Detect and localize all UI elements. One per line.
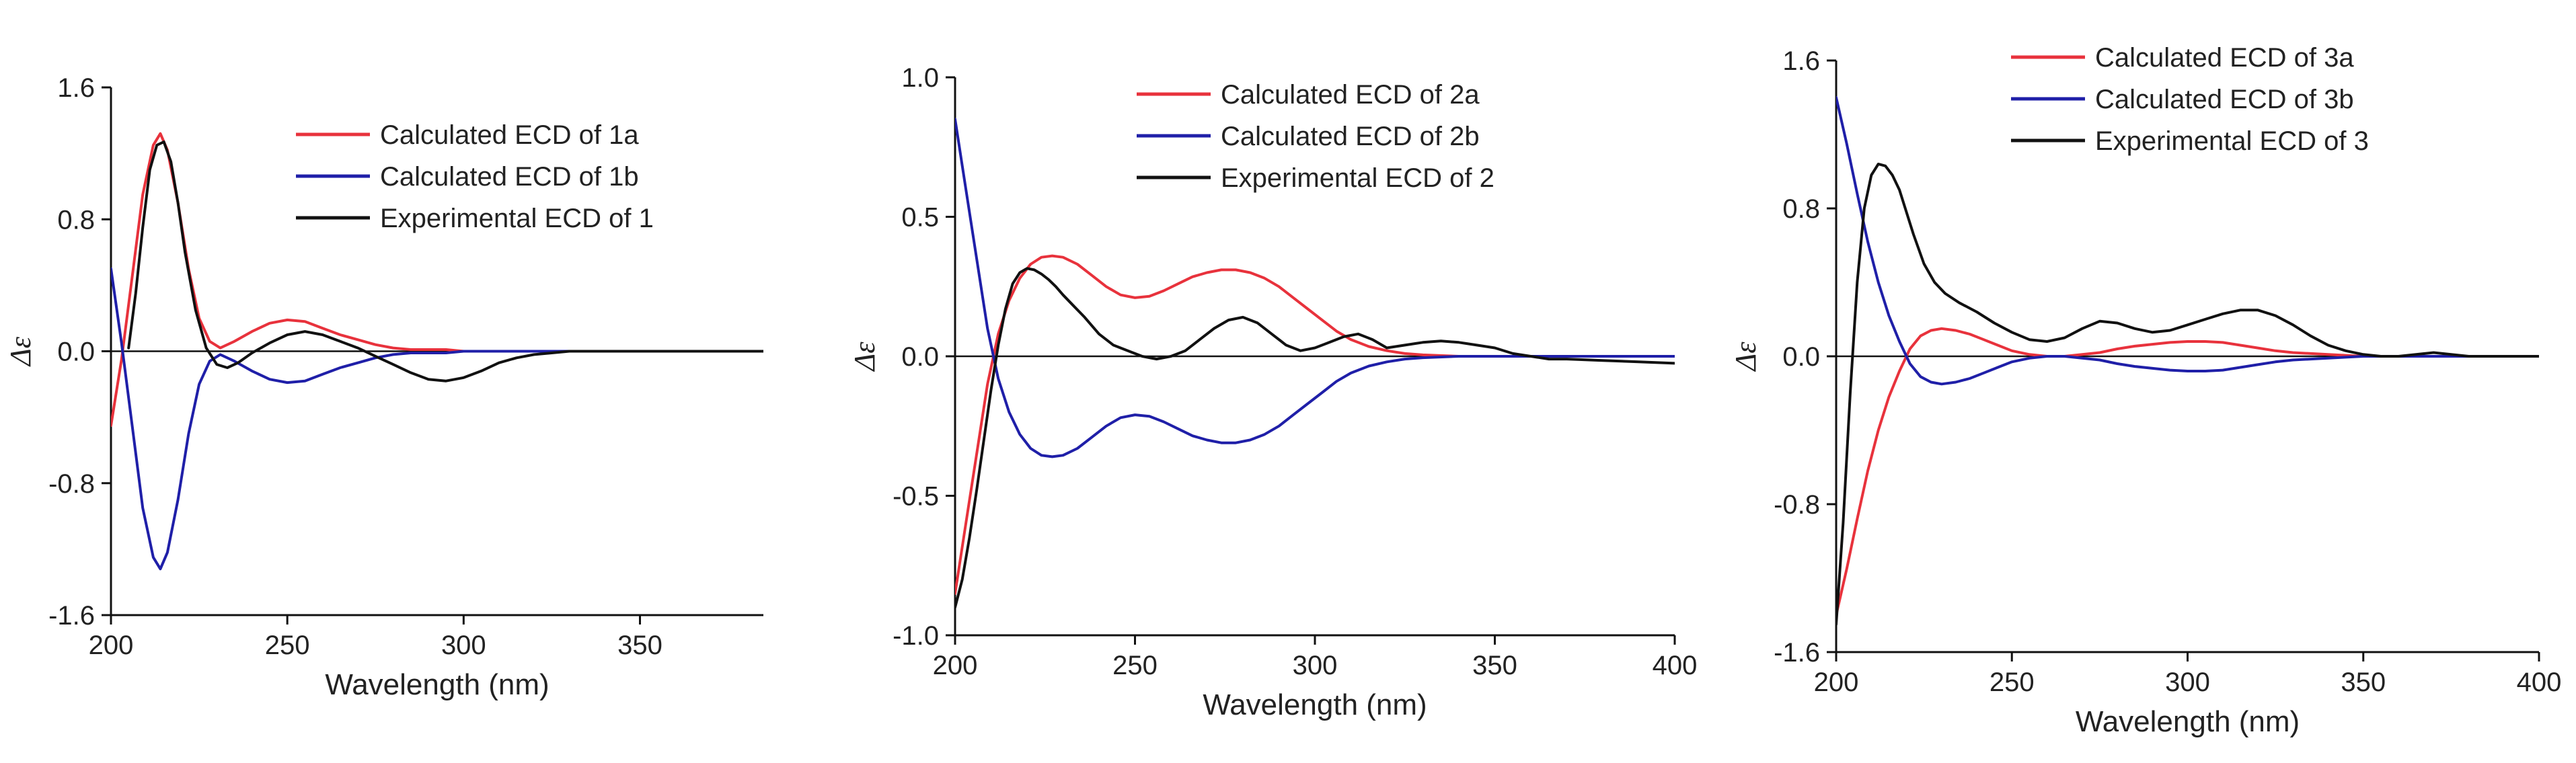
series-line-3 [1836, 163, 2539, 626]
legend-label: Calculated ECD of 3a [2095, 43, 2354, 73]
legend-label: Experimental ECD of 3 [2095, 126, 2369, 156]
y-tick-label: 0.0 [1782, 342, 1820, 372]
y-tick-label: 1.0 [901, 63, 939, 93]
x-tick-label: 250 [1112, 651, 1158, 680]
x-tick-label: 350 [617, 631, 662, 660]
y-tick-label: 0.8 [57, 205, 95, 235]
series-line-2 [1836, 96, 2539, 386]
x-tick-label: 200 [933, 651, 978, 680]
x-tick-label: 400 [1653, 651, 1698, 680]
chart-panel-3: 200 250 300 350 400 -1.6 -0.8 0.0 0.8 1.6 Waveleng… [1729, 43, 2561, 738]
y-tick-label: 1.6 [57, 73, 95, 103]
x-axis-label: Wavelength (nm) [1203, 688, 1427, 721]
series-line-1 [1836, 327, 2539, 616]
y-tick-label: -0.8 [1774, 490, 1820, 520]
chart-panel-2: 200 250 300 350 400 -1.0 -0.5 0.0 0.5 1.0 Waveleng… [848, 63, 1697, 721]
x-axis-label: Wavelength (nm) [325, 668, 549, 701]
series-line-3 [127, 140, 763, 383]
x-tick-label: 250 [265, 631, 310, 660]
series-line-1 [955, 254, 1675, 595]
x-tick-label: 250 [1990, 668, 2035, 697]
x-tick-label: 350 [1472, 651, 1517, 680]
y-tick-label: 1.6 [1782, 46, 1820, 76]
y-axis-label: Δε [4, 336, 37, 367]
y-tick-label: -0.5 [893, 482, 939, 512]
legend-label: Experimental ECD of 1 [380, 204, 654, 233]
x-tick-label: 350 [2341, 668, 2386, 697]
y-axis-label: Δε [1729, 342, 1762, 372]
y-tick-label: -0.8 [48, 469, 95, 499]
y-tick-label: -1.6 [48, 601, 95, 631]
x-tick-label: 400 [2517, 668, 2562, 697]
y-tick-label: 0.5 [901, 203, 939, 233]
y-axis-label: Δε [848, 342, 881, 372]
x-tick-label: 300 [441, 631, 486, 660]
x-tick-label: 200 [89, 631, 134, 660]
x-tick-label: 300 [2165, 668, 2210, 697]
legend-label: Calculated ECD of 2a [1221, 80, 1480, 110]
y-tick-label: 0.0 [57, 337, 95, 367]
x-tick-label: 200 [1814, 668, 1859, 697]
legend-label: Calculated ECD of 3b [2095, 85, 2354, 114]
legend-label: Experimental ECD of 2 [1221, 163, 1494, 193]
x-axis-label: Wavelength (nm) [2076, 705, 2300, 738]
legend-label: Calculated ECD of 2b [1221, 122, 1480, 151]
y-tick-label: 0.8 [1782, 194, 1820, 224]
legend-label: Calculated ECD of 1a [380, 120, 639, 150]
y-tick-label: 0.0 [901, 342, 939, 372]
series-line-2 [111, 267, 763, 571]
series-line-3 [955, 267, 1675, 609]
x-tick-label: 300 [1293, 651, 1338, 680]
legend-label: Calculated ECD of 1b [380, 162, 639, 192]
y-tick-label: -1.6 [1774, 638, 1820, 668]
series-line-2 [955, 118, 1675, 458]
y-tick-label: -1.0 [893, 621, 939, 651]
chart-panel-1: 200 250 300 350 -1.6 -0.8 0.0 0.8 1.6 Wavelength … [4, 73, 763, 701]
